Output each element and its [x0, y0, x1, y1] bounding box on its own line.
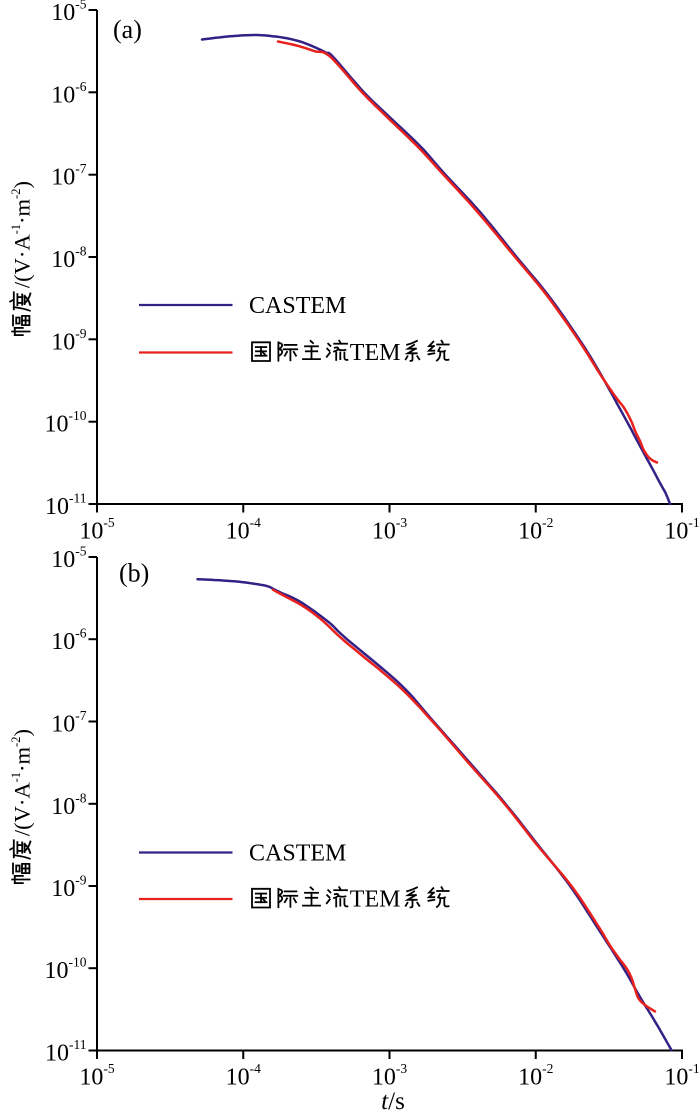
svg-text:(b): (b) [119, 559, 149, 588]
svg-text:CASTEM: CASTEM [249, 840, 346, 866]
svg-text:t/s: t/s [381, 1088, 405, 1115]
svg-text:10-10: 10-10 [45, 955, 87, 985]
svg-text:CASTEM: CASTEM [249, 293, 346, 319]
svg-text:10-6: 10-6 [51, 626, 86, 656]
svg-text:TEM: TEM [350, 340, 401, 366]
svg-text:(a): (a) [113, 15, 142, 44]
svg-text:TEM: TEM [350, 887, 401, 913]
